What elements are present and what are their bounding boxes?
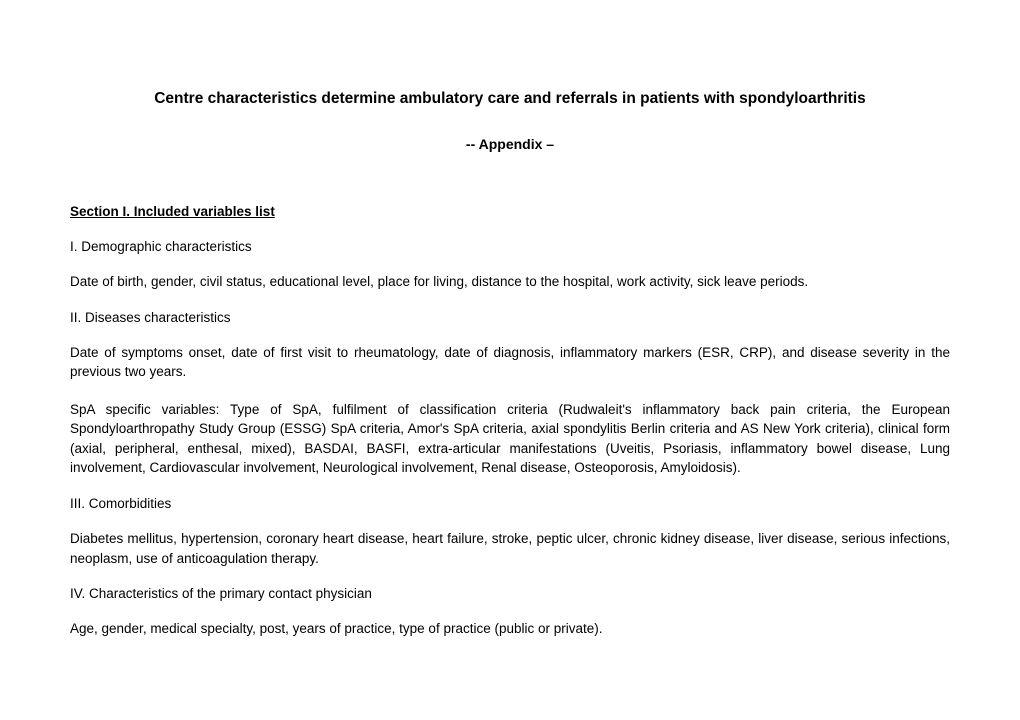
body-paragraph: Age, gender, medical specialty, post, ye… — [70, 619, 950, 639]
section-header: Section I. Included variables list — [70, 204, 950, 219]
subsection-header-4: IV. Characteristics of the primary conta… — [70, 586, 950, 601]
body-paragraph: Date of symptoms onset, date of first vi… — [70, 343, 950, 382]
body-paragraph: Diabetes mellitus, hypertension, coronar… — [70, 529, 950, 568]
subsection-header-2: II. Diseases characteristics — [70, 310, 950, 325]
body-paragraph: Date of birth, gender, civil status, edu… — [70, 272, 950, 292]
document-subtitle: -- Appendix – — [70, 136, 950, 152]
document-title: Centre characteristics determine ambulat… — [70, 90, 950, 108]
body-paragraph: SpA specific variables: Type of SpA, ful… — [70, 400, 950, 478]
subsection-header-1: I. Demographic characteristics — [70, 239, 950, 254]
subsection-header-3: III. Comorbidities — [70, 496, 950, 511]
